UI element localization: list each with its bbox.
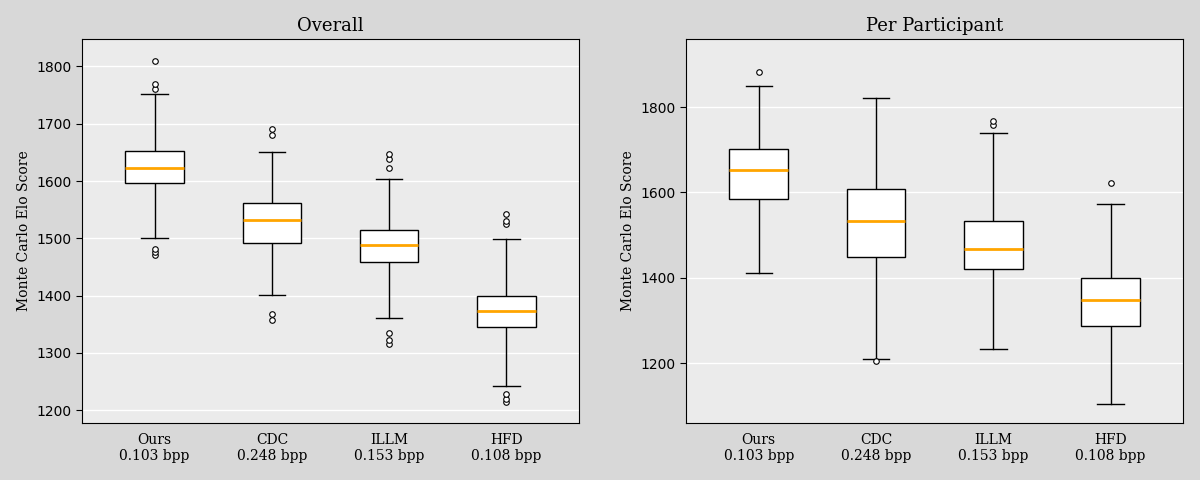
Title: Overall: Overall	[298, 17, 364, 35]
Bar	[847, 189, 905, 257]
Bar	[125, 151, 184, 183]
Bar	[730, 149, 788, 199]
Title: Per Participant: Per Participant	[866, 17, 1003, 35]
Bar	[478, 296, 535, 327]
Bar	[242, 203, 301, 243]
Bar	[360, 230, 419, 263]
Bar	[964, 221, 1022, 269]
Y-axis label: Monte Carlo Elo Score: Monte Carlo Elo Score	[620, 151, 635, 311]
Y-axis label: Monte Carlo Elo Score: Monte Carlo Elo Score	[17, 151, 31, 311]
Bar	[1081, 278, 1140, 325]
